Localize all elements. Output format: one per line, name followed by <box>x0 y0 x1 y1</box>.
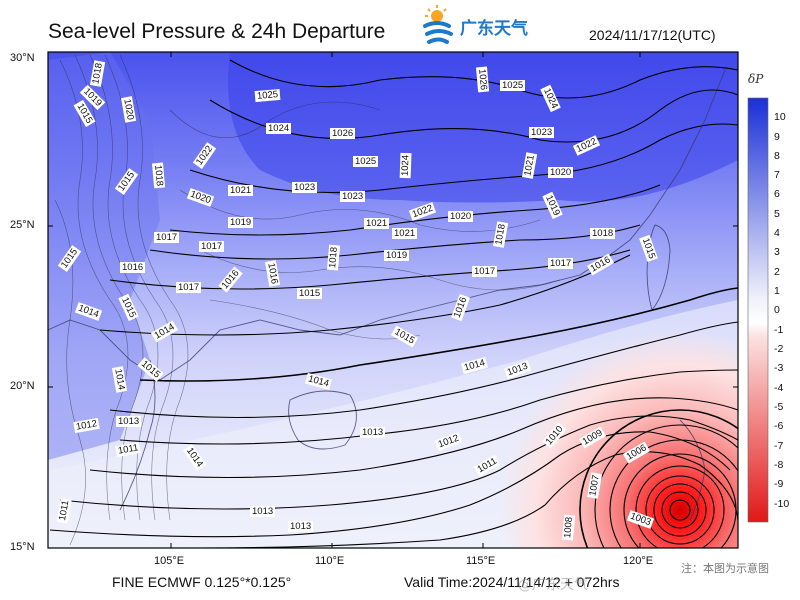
colorbar-label: -3 <box>774 362 784 374</box>
typhoon-isobars <box>579 409 738 548</box>
lon-label-115: 115°E <box>466 555 496 567</box>
guangdong-weather-logo <box>423 5 453 44</box>
logo-text: 广东天气 <box>460 19 528 39</box>
colorbar-label: 5 <box>774 208 780 220</box>
isobar-label: 1020 <box>448 211 474 222</box>
isobar-label: 1024 <box>266 123 292 134</box>
isobar-label: 1013 <box>250 506 276 517</box>
isobar-label: 1017 <box>199 241 225 252</box>
isobar-label: 1026 <box>330 128 356 139</box>
colorbar-label: -5 <box>774 401 784 413</box>
isobar-label: 1016 <box>120 262 146 273</box>
lon-label-105: 105°E <box>154 555 185 567</box>
isobar-label: 1013 <box>116 416 142 427</box>
colorbar-label: 1 <box>774 285 780 297</box>
isobar-label: 1017 <box>176 282 202 293</box>
colorbar-label: 4 <box>774 227 780 239</box>
colorbar-label: -9 <box>774 478 784 490</box>
colorbar-label: -1 <box>774 324 784 336</box>
lat-label-15: 15°N <box>10 541 35 553</box>
isobar-label: 1017 <box>548 258 574 269</box>
isobar-label: 1023 <box>292 182 318 193</box>
colorbar-label: 9 <box>774 131 780 143</box>
init-datetime: 2024/11/17/12(UTC) <box>589 27 716 43</box>
isobar-label: 1017 <box>154 232 180 243</box>
schematic-note: 注：本图为示意图 <box>681 562 769 575</box>
colorbar-title: δP <box>748 72 764 86</box>
colorbar-label: 3 <box>774 246 780 258</box>
colorbar-label: 6 <box>774 188 780 200</box>
chart-title: Sea-level Pressure & 24h Departure <box>48 20 386 43</box>
lat-label-20: 20°N <box>10 380 35 392</box>
isobar-label: 1020 <box>548 167 574 178</box>
isobar-label: 1024 <box>399 152 412 179</box>
lat-label-30: 30°N <box>10 52 35 64</box>
isobar-label: 1015 <box>297 288 323 299</box>
colorbar-label: 7 <box>774 169 780 181</box>
isobar-label: 1008 <box>561 514 576 541</box>
isobar-label: 1025 <box>500 80 526 91</box>
isobar-label: 1025 <box>353 156 379 167</box>
colorbar-label: -4 <box>774 382 784 394</box>
model-info: FINE ECMWF 0.125°*0.125° <box>112 574 292 590</box>
isobars <box>49 59 738 548</box>
colorbar-label: 0 <box>774 304 780 316</box>
lon-label-110: 110°E <box>315 555 345 567</box>
typhoon-departure <box>48 52 738 548</box>
isobar-label: 1013 <box>360 427 386 438</box>
isobar-label: 1017 <box>472 266 498 277</box>
isobar-label: 1013 <box>288 521 314 532</box>
colorbar-label: 10 <box>774 111 786 123</box>
isobar-label: 1019 <box>384 250 410 261</box>
map-frame <box>47 51 739 549</box>
isobar-label: 1018 <box>326 244 341 271</box>
colorbar-label: -2 <box>774 343 784 355</box>
isobar-label: 1026 <box>475 66 490 93</box>
colorbar-label: -6 <box>774 420 784 432</box>
colorbar-label: -7 <box>774 440 784 452</box>
isobar-label: 1019 <box>228 217 254 228</box>
isobar-label: 1018 <box>151 162 166 189</box>
isobar-label: 1023 <box>529 127 555 138</box>
valid-time: Valid Time:2024/11/14/12 + 072hrs <box>404 574 620 590</box>
lat-label-25: 25°N <box>10 219 35 231</box>
weibo-watermark: @广东天气 <box>518 577 588 593</box>
isobar-label: 1021 <box>392 228 418 239</box>
isobar-label: 1021 <box>228 185 254 196</box>
lon-label-120: 120°E <box>623 555 654 567</box>
sun-cloud-icon <box>423 5 453 44</box>
isobar-label: 1023 <box>340 191 366 202</box>
colorbar-label: -10 <box>774 498 790 510</box>
colorbar-label: 8 <box>774 150 780 162</box>
colorbar-label: -8 <box>774 459 784 471</box>
isobar-label: 1021 <box>364 218 390 229</box>
colorbar <box>747 97 769 523</box>
isobar-label: 1018 <box>590 228 616 239</box>
grid-ticks <box>48 52 738 548</box>
colorbar-label: 2 <box>774 266 780 278</box>
isobar-label: 1025 <box>254 88 281 103</box>
